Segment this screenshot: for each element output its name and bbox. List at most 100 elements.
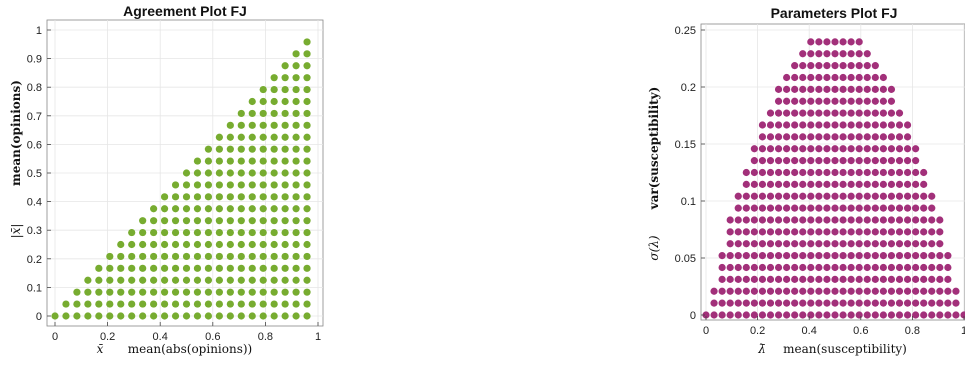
- parameters-point: [774, 192, 783, 200]
- parameters-point: [791, 204, 799, 212]
- agreement-point: [95, 288, 103, 296]
- agreement-point: [281, 133, 289, 141]
- parameters-point: [839, 204, 847, 212]
- parameters-point: [718, 252, 726, 260]
- agreement-y-tick-label: 0.3: [27, 225, 42, 237]
- parameters-point: [799, 228, 807, 236]
- agreement-point: [215, 133, 223, 141]
- parameters-point: [766, 287, 775, 295]
- parameters-point: [920, 228, 928, 236]
- agreement-point: [237, 240, 245, 249]
- parameters-point: [799, 168, 807, 177]
- agreement-point: [171, 300, 180, 308]
- parameters-point: [912, 263, 920, 272]
- parameters-point: [758, 240, 767, 248]
- agreement-point: [237, 276, 245, 284]
- parameters-x-tick-label: 1: [961, 325, 965, 337]
- parameters-point: [879, 299, 887, 307]
- agreement-point: [150, 264, 158, 272]
- parameters-point: [855, 157, 863, 165]
- agreement-point: [270, 74, 278, 82]
- parameters-point: [855, 62, 863, 70]
- agreement-point: [117, 288, 125, 296]
- parameters-point: [928, 216, 936, 224]
- parameters-point: [791, 145, 799, 153]
- agreement-point: [226, 181, 234, 189]
- parameters-point: [758, 192, 767, 200]
- agreement-point: [160, 217, 169, 225]
- parameters-point: [742, 192, 750, 200]
- agreement-point: [270, 276, 278, 284]
- parameters-point: [855, 252, 863, 260]
- agreement-point: [303, 145, 311, 153]
- agreement-point: [182, 240, 191, 249]
- parameters-point: [791, 157, 799, 165]
- parameters-point: [815, 157, 823, 165]
- parameters-point: [887, 240, 896, 248]
- parameters-point: [734, 263, 742, 272]
- agreement-point: [281, 276, 289, 284]
- agreement-point: [292, 217, 300, 225]
- agreement-point: [259, 169, 267, 177]
- parameters-point: [879, 168, 887, 177]
- parameters-point: [791, 192, 799, 200]
- agreement-point: [237, 252, 245, 261]
- parameters-point: [807, 228, 815, 236]
- parameters-point: [807, 133, 815, 141]
- parameters-point: [847, 109, 855, 117]
- agreement-point: [182, 312, 191, 320]
- agreement-point: [171, 312, 180, 320]
- parameters-point: [936, 216, 944, 224]
- parameters-point: [807, 216, 815, 224]
- parameters-point: [871, 287, 879, 295]
- parameters-point: [783, 216, 791, 224]
- agreement-point: [182, 169, 191, 177]
- parameters-point: [855, 275, 863, 283]
- parameters-point: [847, 252, 855, 260]
- agreement-point: [139, 288, 147, 296]
- parameters-point: [887, 252, 896, 260]
- parameters-point: [871, 85, 879, 93]
- agreement-point: [303, 217, 311, 225]
- parameters-point: [847, 287, 855, 295]
- parameters-point: [726, 216, 734, 224]
- parameters-point: [879, 240, 887, 248]
- parameters-point: [791, 180, 799, 188]
- agreement-point: [160, 193, 169, 201]
- agreement-point: [248, 157, 256, 165]
- agreement-plot-x-ticks: 0 0.2 0.4 0.6 0.8 1: [52, 322, 321, 343]
- parameters-point: [710, 299, 718, 307]
- parameters-point: [895, 240, 904, 248]
- parameters-point: [863, 121, 871, 129]
- parameters-point: [831, 299, 839, 307]
- agreement-point: [182, 264, 191, 272]
- parameters-point: [863, 145, 871, 153]
- agreement-point: [303, 62, 311, 70]
- agreement-point: [303, 276, 311, 284]
- parameters-point: [799, 133, 807, 141]
- parameters-point: [783, 85, 791, 93]
- parameters-point: [726, 287, 734, 295]
- parameters-point: [799, 157, 807, 165]
- parameters-point: [718, 275, 726, 283]
- parameters-point: [871, 97, 879, 105]
- parameters-point: [791, 168, 799, 177]
- agreement-point: [204, 157, 213, 165]
- agreement-point: [160, 228, 169, 237]
- parameters-point: [871, 121, 879, 129]
- agreement-y-tick-label: 0.1: [27, 282, 42, 294]
- parameters-point: [815, 85, 823, 93]
- agreement-point: [171, 228, 180, 237]
- parameters-point: [895, 228, 904, 236]
- agreement-point: [204, 264, 213, 272]
- agreement-point: [128, 300, 136, 308]
- parameters-point: [847, 62, 855, 70]
- parameters-point: [807, 299, 815, 307]
- agreement-point: [303, 169, 311, 177]
- agreement-point: [226, 193, 234, 201]
- parameters-point: [783, 240, 791, 248]
- parameters-point: [879, 311, 887, 319]
- parameters-point: [887, 180, 896, 188]
- parameters-point: [839, 50, 847, 58]
- agreement-point: [292, 288, 300, 296]
